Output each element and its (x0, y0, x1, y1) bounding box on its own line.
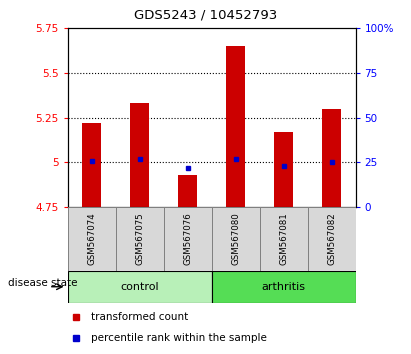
Bar (322, 109, 341, 207)
Bar (212, 207, 260, 271)
Bar (68, 271, 212, 303)
Text: GSM567081: GSM567081 (279, 212, 288, 266)
Text: GSM567080: GSM567080 (231, 212, 240, 266)
Text: GSM567075: GSM567075 (135, 212, 144, 266)
Text: percentile rank within the sample: percentile rank within the sample (91, 332, 267, 343)
Text: disease state: disease state (8, 278, 78, 288)
Bar (178, 175, 197, 207)
Bar (212, 271, 356, 303)
Bar (82, 123, 102, 207)
Bar (307, 207, 356, 271)
Bar (164, 207, 212, 271)
Bar (274, 132, 293, 207)
Text: arthritis: arthritis (261, 282, 306, 292)
Bar (130, 103, 149, 207)
Bar (226, 46, 245, 207)
Text: GSM567074: GSM567074 (87, 212, 96, 266)
Text: control: control (120, 282, 159, 292)
Text: transformed count: transformed count (91, 312, 188, 322)
Bar (260, 207, 307, 271)
Text: GDS5243 / 10452793: GDS5243 / 10452793 (134, 9, 277, 22)
Text: GSM567082: GSM567082 (327, 212, 336, 266)
Bar (68, 207, 116, 271)
Text: GSM567076: GSM567076 (183, 212, 192, 266)
Bar (116, 207, 164, 271)
